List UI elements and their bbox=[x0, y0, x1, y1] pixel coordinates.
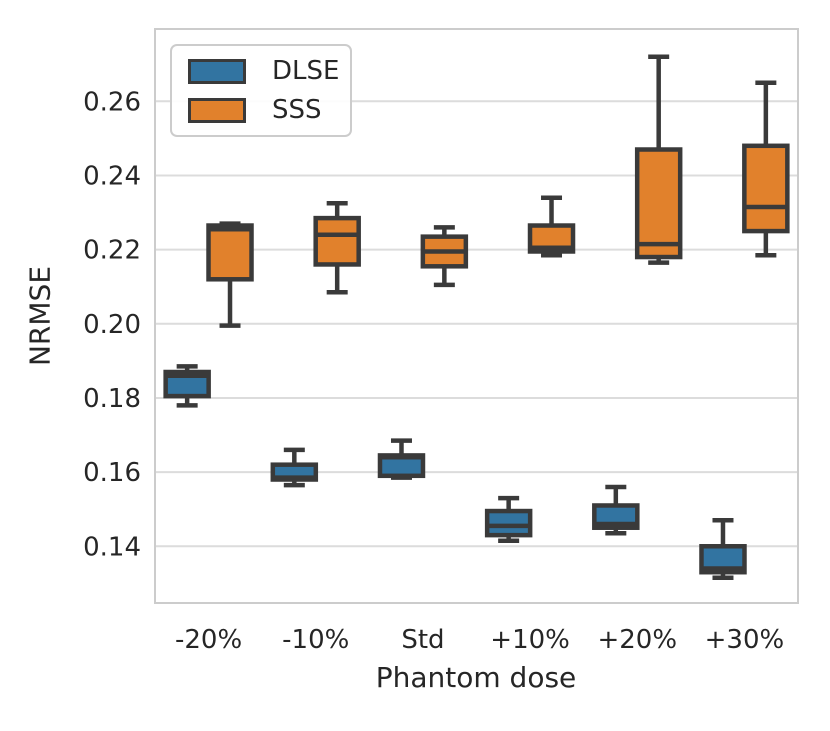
x-tick-label: -10% bbox=[282, 625, 349, 655]
box-sss-5 bbox=[742, 80, 790, 258]
box-sss-1 bbox=[313, 201, 361, 295]
iqr-box bbox=[742, 143, 790, 234]
plot-border bbox=[154, 28, 799, 604]
x-axis-label: Phantom dose bbox=[375, 661, 577, 694]
x-tick-label: Std bbox=[401, 625, 444, 655]
box-dlse-4 bbox=[592, 484, 640, 536]
y-tick-label: 0.22 bbox=[83, 236, 141, 266]
box-dlse-2 bbox=[377, 438, 426, 480]
y-axis-label: NRMSE bbox=[23, 265, 57, 367]
y-tick-label: 0.26 bbox=[83, 87, 141, 117]
legend-label-sss: SSS bbox=[272, 95, 322, 125]
y-tick-label: 0.20 bbox=[83, 310, 141, 340]
iqr-box bbox=[313, 215, 361, 267]
y-tick-label: 0.24 bbox=[83, 161, 141, 191]
box-sss-4 bbox=[634, 54, 683, 265]
x-tick-label: +10% bbox=[490, 625, 570, 655]
legend-label-dlse: DLSE bbox=[272, 56, 340, 86]
box-sss-3 bbox=[527, 195, 576, 258]
box-sss-0 bbox=[206, 221, 254, 328]
box-sss-2 bbox=[420, 225, 469, 288]
y-tick-label: 0.18 bbox=[83, 384, 141, 414]
iqr-box bbox=[484, 508, 533, 538]
y-tick-label: 0.14 bbox=[83, 532, 141, 562]
box-dlse-3 bbox=[484, 495, 533, 543]
x-tick-label: -20% bbox=[175, 625, 242, 655]
x-tick-label: +30% bbox=[705, 625, 785, 655]
legend-item-dlse: DLSE bbox=[188, 57, 339, 85]
box-dlse-5 bbox=[699, 518, 747, 581]
sss-color-swatch bbox=[188, 97, 246, 123]
iqr-box bbox=[634, 147, 683, 260]
y-tick-label: 0.16 bbox=[83, 458, 141, 488]
x-tick-label: +20% bbox=[597, 625, 677, 655]
legend-item-sss: SSS bbox=[188, 96, 334, 124]
legend: DLSE SSS bbox=[170, 44, 352, 137]
box-dlse-1 bbox=[270, 447, 319, 488]
box-dlse-0 bbox=[163, 364, 211, 408]
dlse-color-swatch bbox=[188, 58, 246, 84]
iqr-box bbox=[206, 223, 254, 282]
